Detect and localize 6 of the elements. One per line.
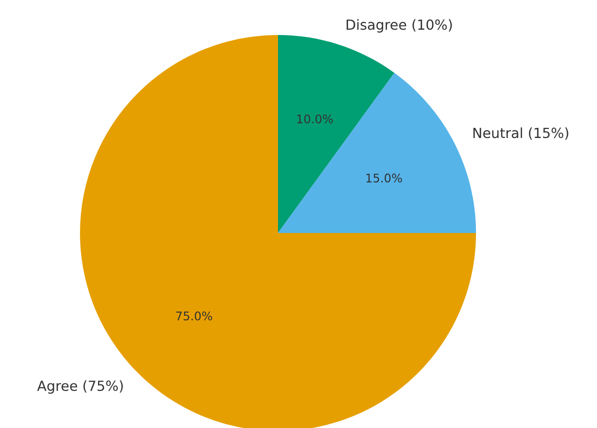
data-label: 10.0%: [297, 114, 333, 124]
slice-label: Agree (75%): [37, 380, 123, 394]
data-label: 75.0%: [176, 312, 212, 320]
slice-label: Disagree (10%): [346, 19, 452, 33]
slice-label: Neutral (15%): [473, 127, 568, 140]
data-label: 15.0%: [366, 174, 402, 182]
